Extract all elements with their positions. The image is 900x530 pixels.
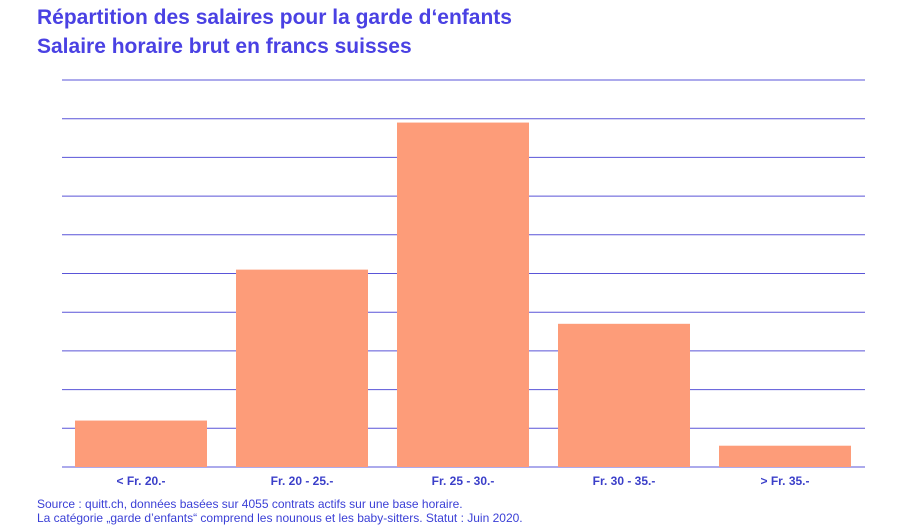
x-tick-label: Fr. 30 - 35.- — [593, 474, 656, 488]
x-tick-label: Fr. 20 - 25.- — [271, 474, 334, 488]
x-tick-label: > Fr. 35.- — [760, 474, 809, 488]
bar — [236, 269, 368, 467]
chart-subtitle: Salaire horaire brut en francs suisses — [37, 35, 412, 58]
bar — [75, 420, 207, 467]
bar — [397, 122, 529, 467]
chart-title: Répartition des salaires pour la garde d… — [37, 6, 512, 29]
x-tick-label: < Fr. 20.- — [116, 474, 165, 488]
category-note: La catégorie „garde d’enfants“ comprend … — [37, 511, 523, 525]
source-note: Source : quitt.ch, données basées sur 40… — [37, 497, 463, 511]
bar — [719, 445, 851, 467]
x-tick-label: Fr. 25 - 30.- — [432, 474, 495, 488]
bar — [558, 323, 690, 467]
